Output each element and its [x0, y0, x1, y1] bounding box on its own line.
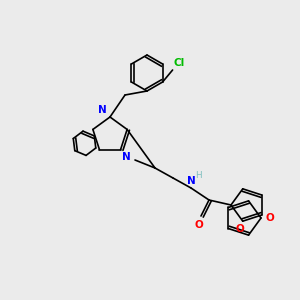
Text: N: N [98, 105, 107, 115]
Text: O: O [195, 220, 203, 230]
Text: O: O [265, 213, 274, 223]
Text: N: N [122, 152, 130, 162]
Text: Cl: Cl [174, 58, 185, 68]
Text: H: H [195, 171, 201, 180]
Text: N: N [187, 176, 195, 186]
Text: O: O [236, 224, 244, 234]
